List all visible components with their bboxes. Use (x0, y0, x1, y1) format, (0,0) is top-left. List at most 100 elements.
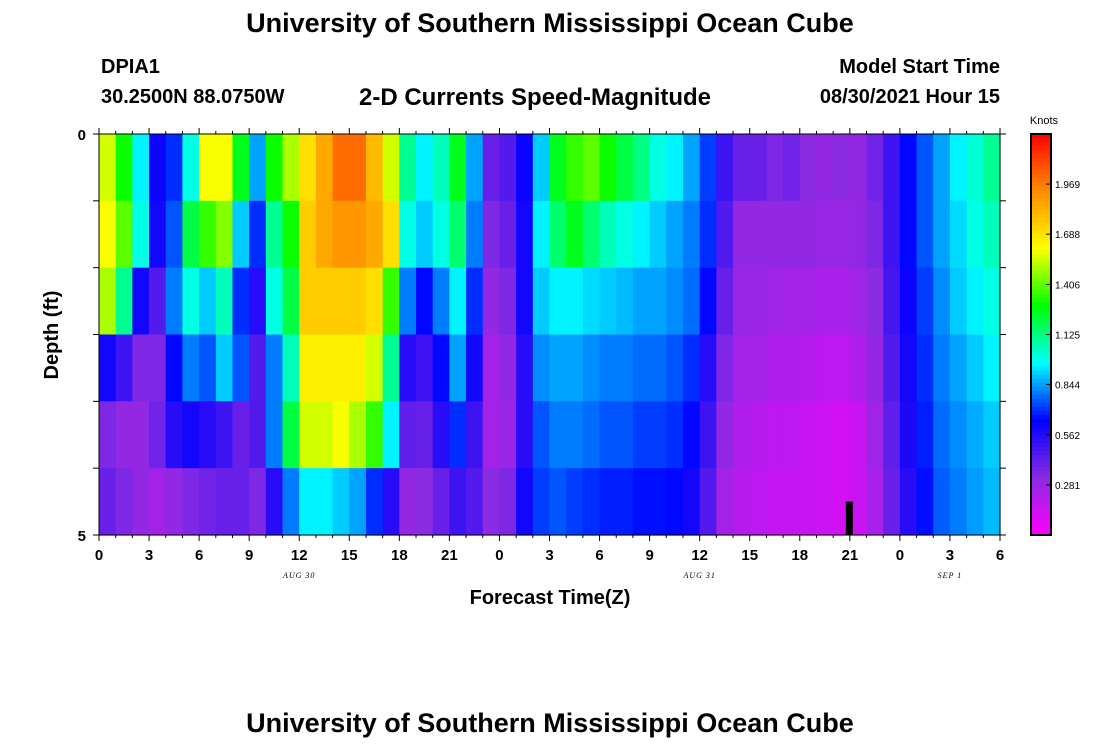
heatmap-cell (499, 200, 517, 269)
heatmap-cell (182, 267, 200, 336)
heatmap-cell (382, 334, 400, 402)
heatmap-cell (499, 468, 517, 536)
colorbar-segment (1031, 522, 1051, 528)
colorbar-segment (1031, 386, 1051, 392)
heatmap-cell (582, 334, 601, 402)
heatmap-cell (549, 468, 567, 536)
heatmap-cell (215, 267, 234, 336)
heatmap-cell (733, 134, 751, 202)
heatmap-cell (115, 200, 133, 269)
colorbar-tick-label: 0.844 (1055, 381, 1080, 392)
heatmap-cell (866, 267, 884, 336)
x-tick-label: 21 (441, 547, 458, 564)
colorbar-segment (1031, 382, 1051, 388)
heatmap-cell (866, 134, 884, 202)
heatmap-cell (616, 334, 634, 402)
heatmap-cell (666, 200, 684, 269)
colorbar-segment (1031, 310, 1051, 316)
colorbar-segment (1031, 154, 1051, 159)
heatmap-cell (449, 334, 467, 402)
heatmap-cell (933, 134, 951, 202)
colorbar-segment (1031, 418, 1051, 424)
heatmap-cell (582, 200, 601, 269)
heatmap-cell (899, 334, 918, 402)
colorbar-segment (1031, 462, 1051, 468)
heatmap-cell (282, 401, 300, 469)
heatmap-cell (332, 468, 350, 536)
heatmap-cell (315, 267, 334, 336)
heatmap-cell (232, 401, 250, 469)
heatmap-cell (416, 401, 434, 469)
heatmap-cell (899, 134, 918, 202)
heatmap-cell (482, 468, 501, 536)
heatmap-cell (949, 200, 968, 269)
heatmap-cell (582, 468, 601, 536)
heatmap-cell (516, 134, 534, 202)
heatmap-cell (382, 200, 400, 269)
heatmap-cell (616, 267, 634, 336)
heatmap-cell (332, 267, 350, 336)
colorbar-segment (1031, 250, 1051, 255)
heatmap-cell (766, 134, 784, 202)
heatmap-cell (516, 401, 534, 469)
heatmap-cell (149, 134, 167, 202)
heatmap-cell (899, 200, 918, 269)
heatmap-cell (632, 468, 651, 536)
colorbar-segment (1031, 498, 1051, 504)
heatmap-cell (649, 134, 667, 202)
colorbar-segment (1031, 398, 1051, 404)
heatmap-cell (232, 468, 250, 536)
x-tick-label: 6 (195, 547, 203, 564)
colorbar-segment (1031, 442, 1051, 448)
heatmap-cell (799, 468, 818, 536)
heatmap-cell (616, 200, 634, 269)
heatmap-cell (599, 200, 617, 269)
heatmap-cell (916, 200, 934, 269)
heatmap-cell (349, 267, 367, 336)
heatmap-cell (249, 468, 267, 536)
heatmap-cell (916, 334, 934, 402)
colorbar-segment (1031, 190, 1051, 195)
heatmap-cell (199, 468, 217, 536)
heatmap-cell (315, 200, 334, 269)
heatmap-cell (199, 267, 217, 336)
x-tick-label: 6 (595, 547, 603, 564)
heatmap-cell (666, 401, 684, 469)
heatmap-cell (399, 401, 417, 469)
y-axis: 05 (78, 127, 1006, 545)
x-tick-label: 9 (645, 547, 653, 564)
heatmap-cell (549, 200, 567, 269)
heatmap-cell (666, 334, 684, 402)
colorbar-segment (1031, 366, 1051, 372)
heatmap-cell (983, 200, 1001, 269)
heatmap-cell (516, 200, 534, 269)
heatmap-cell (466, 468, 484, 536)
colorbar-segment (1031, 290, 1051, 295)
heatmap-cell (165, 134, 184, 202)
colorbar-segment (1031, 338, 1051, 344)
colorbar-segment (1031, 214, 1051, 219)
heatmap-cell (482, 200, 501, 269)
heatmap-cell (799, 200, 818, 269)
heatmap-cell (699, 134, 717, 202)
colorbar-segment (1031, 170, 1051, 175)
heatmap-cell (916, 134, 934, 202)
colorbar-segment (1031, 346, 1051, 352)
heatmap-cell (933, 468, 951, 536)
heatmap-cell (566, 200, 584, 269)
colorbar-segment (1031, 134, 1051, 139)
heatmap-cell (566, 267, 584, 336)
heatmap-cell (549, 334, 567, 402)
page-title: University of Southern Mississippi Ocean… (246, 8, 854, 38)
colorbar-segment (1031, 354, 1051, 360)
heatmap-cell (682, 134, 701, 202)
colorbar-segment (1031, 454, 1051, 460)
heatmap-cell (549, 134, 567, 202)
heatmap-cell (299, 334, 317, 402)
y-tick-label: 5 (78, 528, 86, 545)
current-time-marker (845, 501, 853, 535)
heatmap-cell (833, 200, 851, 269)
heatmap-cell (749, 134, 768, 202)
heatmap-cell (949, 134, 968, 202)
heatmap-cell (482, 334, 501, 402)
